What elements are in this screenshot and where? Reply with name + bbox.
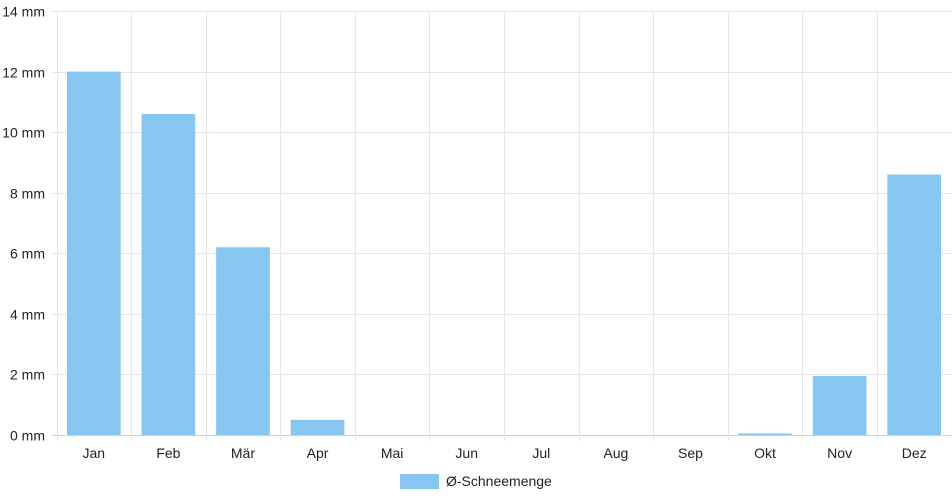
x-tick-label: Jan <box>83 445 106 461</box>
y-axis-ticks: 0 mm 2 mm 4 mm 6 mm 8 mm 10 mm 12 mm 14 mm <box>2 4 45 444</box>
bar-mär[interactable] <box>216 247 270 435</box>
x-tick-label: Mai <box>381 445 404 461</box>
x-tick-label: Apr <box>307 445 329 461</box>
grid-lines <box>51 11 952 441</box>
x-tick-label: Sep <box>678 445 703 461</box>
y-tick-label: 4 mm <box>10 307 45 323</box>
bar-okt[interactable] <box>738 433 792 435</box>
bars <box>66 71 942 436</box>
y-tick-label: 0 mm <box>10 428 45 444</box>
bar-feb[interactable] <box>141 113 196 435</box>
x-tick-label: Aug <box>603 445 628 461</box>
legend[interactable]: Ø-Schneemenge <box>400 473 552 489</box>
x-tick-label: Nov <box>827 445 852 461</box>
bar-apr[interactable] <box>290 419 345 435</box>
bar-nov[interactable] <box>812 375 867 435</box>
y-tick-label: 14 mm <box>2 4 45 20</box>
x-tick-label: Mär <box>231 445 255 461</box>
x-tick-label: Dez <box>902 445 927 461</box>
x-axis-ticks: Jan Feb Mär Apr Mai Jun Jul Aug Sep Okt Nov Dez <box>83 445 927 461</box>
y-tick-label: 12 mm <box>2 65 45 81</box>
legend-swatch <box>400 474 439 489</box>
x-tick-label: Feb <box>156 445 180 461</box>
x-tick-label: Okt <box>754 445 776 461</box>
bar-jan[interactable] <box>66 71 121 436</box>
y-tick-label: 2 mm <box>10 367 45 383</box>
y-tick-label: 10 mm <box>2 125 45 141</box>
y-tick-label: 8 mm <box>10 186 45 202</box>
bar-dez[interactable] <box>887 174 942 436</box>
x-tick-label: Jul <box>532 445 550 461</box>
y-tick-label: 6 mm <box>10 246 45 262</box>
legend-label: Ø-Schneemenge <box>446 473 552 489</box>
x-tick-label: Jun <box>455 445 478 461</box>
